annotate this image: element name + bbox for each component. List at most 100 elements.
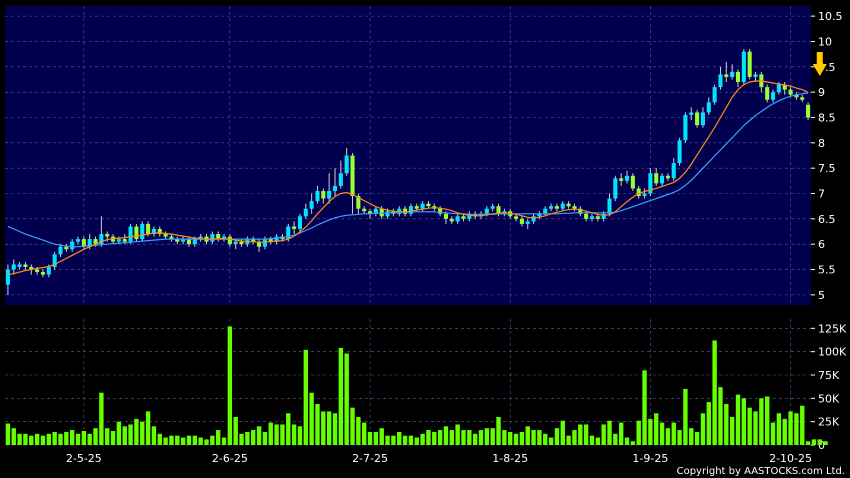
volume-bar bbox=[157, 433, 162, 445]
volume-bar bbox=[747, 407, 752, 445]
candle-body bbox=[303, 208, 308, 217]
volume-bar bbox=[140, 421, 145, 445]
candle-body bbox=[198, 236, 203, 240]
volume-bar bbox=[69, 430, 75, 445]
volume-bar bbox=[449, 430, 454, 445]
candle-body bbox=[221, 236, 227, 240]
volume-y-axis: 0 25K 50K 75K 100K 125K bbox=[811, 322, 847, 452]
volume-bar bbox=[753, 411, 758, 445]
price-tick-label: 5.5 bbox=[818, 264, 836, 277]
candle-body bbox=[420, 203, 425, 209]
candle-body bbox=[163, 234, 168, 237]
candle-body bbox=[379, 208, 384, 217]
candle-body bbox=[566, 203, 571, 207]
price-tick-label: 6.5 bbox=[818, 213, 836, 226]
volume-bar bbox=[291, 424, 297, 445]
volume-bar bbox=[397, 431, 402, 445]
candle-body bbox=[671, 163, 676, 179]
volume-bar bbox=[34, 433, 40, 445]
candle-body bbox=[735, 71, 741, 83]
date-tick-label: 2-7-25 bbox=[352, 452, 388, 465]
volume-bar bbox=[233, 417, 238, 445]
volume-bar bbox=[706, 402, 711, 445]
candle-body bbox=[309, 201, 314, 209]
price-grid bbox=[5, 6, 811, 305]
candle-body bbox=[151, 228, 156, 235]
volume-bar bbox=[671, 422, 676, 445]
volume-bar bbox=[589, 435, 595, 445]
volume-bar bbox=[93, 428, 98, 445]
candle-body bbox=[449, 218, 454, 222]
candle-body bbox=[549, 206, 554, 209]
volume-bar bbox=[256, 426, 262, 445]
volume-bar bbox=[210, 435, 215, 445]
volume-bar bbox=[268, 422, 273, 445]
candle-body bbox=[560, 203, 565, 209]
volume-bar bbox=[817, 439, 822, 445]
volume-tick-label: 25K bbox=[818, 416, 840, 429]
candle-body bbox=[175, 239, 180, 242]
candle-body bbox=[70, 241, 75, 250]
volume-bar bbox=[583, 424, 589, 445]
volume-bar bbox=[712, 340, 717, 445]
copyright-text: Copyright by AASTOCKS.com Ltd. bbox=[677, 466, 845, 477]
volume-bar bbox=[239, 433, 244, 445]
candle-body bbox=[257, 241, 262, 247]
volume-bar bbox=[624, 437, 630, 445]
candle-body bbox=[17, 264, 22, 267]
volume-bar bbox=[677, 430, 682, 445]
volume-bar bbox=[414, 437, 419, 445]
volume-bar bbox=[134, 418, 139, 445]
candle-body bbox=[794, 94, 799, 98]
volume-bar bbox=[40, 435, 46, 445]
volume-bar bbox=[128, 424, 133, 445]
candle-body bbox=[327, 190, 332, 199]
candle-body bbox=[169, 236, 174, 240]
candle-body bbox=[157, 228, 162, 235]
candle-body bbox=[315, 190, 320, 202]
volume-bar bbox=[17, 433, 22, 445]
volume-bar bbox=[788, 411, 793, 445]
volume-bar bbox=[735, 394, 741, 445]
candle-body bbox=[373, 208, 378, 214]
candle-body bbox=[87, 239, 92, 247]
candle-body bbox=[116, 239, 121, 242]
volume-bar bbox=[408, 435, 414, 445]
volume-bar bbox=[665, 428, 671, 445]
volume-bar bbox=[75, 433, 81, 445]
candle-body bbox=[321, 190, 326, 199]
candle-body bbox=[5, 269, 10, 285]
down-arrow-icon bbox=[812, 52, 827, 77]
candle-body bbox=[624, 175, 630, 181]
volume-bar bbox=[122, 426, 127, 445]
candle-body bbox=[572, 206, 577, 209]
volume-bar bbox=[607, 420, 612, 445]
candle-body bbox=[636, 188, 641, 197]
candle-body bbox=[514, 216, 519, 219]
price-tick-label: 6 bbox=[818, 238, 825, 251]
candle-body bbox=[186, 239, 192, 245]
volume-bar bbox=[560, 420, 565, 445]
date-tick-label: 1-8-25 bbox=[492, 452, 528, 465]
candle-body bbox=[607, 198, 612, 214]
candle-body bbox=[64, 246, 69, 250]
date-tick-label: 1-9-25 bbox=[632, 452, 668, 465]
candle-body bbox=[210, 234, 215, 242]
candle-body bbox=[695, 112, 700, 126]
volume-bar bbox=[145, 411, 151, 445]
volume-bar bbox=[420, 433, 425, 445]
date-tick-label: 2-6-25 bbox=[212, 452, 248, 465]
volume-bar bbox=[461, 430, 466, 445]
price-tick-label: 5 bbox=[818, 289, 825, 302]
candle-body bbox=[467, 213, 472, 219]
volume-panel bbox=[5, 319, 811, 445]
candle-body bbox=[730, 71, 735, 77]
volume-bar bbox=[297, 426, 303, 445]
price-tick-label: 9 bbox=[818, 86, 825, 99]
volume-bar bbox=[618, 422, 624, 445]
volume-bar bbox=[519, 431, 525, 445]
volume-bar bbox=[490, 428, 495, 445]
candle-body bbox=[619, 178, 624, 181]
volume-bar bbox=[683, 389, 688, 445]
